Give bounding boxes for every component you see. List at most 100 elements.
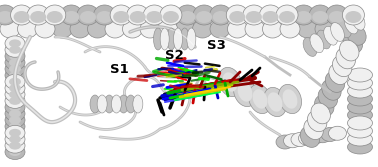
Ellipse shape <box>347 132 372 146</box>
Ellipse shape <box>303 38 317 56</box>
Ellipse shape <box>180 11 195 23</box>
Ellipse shape <box>5 55 25 70</box>
Ellipse shape <box>112 95 121 113</box>
Ellipse shape <box>5 106 25 121</box>
Ellipse shape <box>9 91 21 99</box>
Ellipse shape <box>196 11 212 23</box>
Ellipse shape <box>5 113 25 128</box>
Ellipse shape <box>5 49 25 64</box>
Ellipse shape <box>167 28 176 50</box>
Ellipse shape <box>223 72 237 92</box>
Ellipse shape <box>9 59 21 67</box>
Ellipse shape <box>313 129 332 143</box>
Ellipse shape <box>332 56 352 77</box>
Ellipse shape <box>104 95 114 113</box>
Ellipse shape <box>347 140 372 154</box>
Ellipse shape <box>9 52 21 60</box>
Ellipse shape <box>122 20 143 38</box>
Ellipse shape <box>17 20 37 38</box>
Ellipse shape <box>291 132 309 146</box>
Ellipse shape <box>175 20 195 38</box>
Ellipse shape <box>318 87 338 108</box>
Ellipse shape <box>9 135 21 143</box>
Text: S2: S2 <box>165 49 184 62</box>
Ellipse shape <box>9 78 21 86</box>
Ellipse shape <box>347 124 372 138</box>
Ellipse shape <box>321 127 339 141</box>
Ellipse shape <box>47 11 63 23</box>
Ellipse shape <box>276 135 294 149</box>
Ellipse shape <box>192 20 212 38</box>
Ellipse shape <box>5 81 25 96</box>
Ellipse shape <box>126 95 136 113</box>
Ellipse shape <box>210 5 232 25</box>
Ellipse shape <box>262 20 282 38</box>
Ellipse shape <box>329 64 348 85</box>
Ellipse shape <box>9 110 21 118</box>
Ellipse shape <box>5 42 25 57</box>
Ellipse shape <box>311 103 330 124</box>
Ellipse shape <box>263 87 287 117</box>
Ellipse shape <box>280 20 300 38</box>
Ellipse shape <box>93 5 116 25</box>
Ellipse shape <box>174 28 183 50</box>
Ellipse shape <box>279 11 295 23</box>
Ellipse shape <box>347 116 372 130</box>
Ellipse shape <box>229 11 245 23</box>
Ellipse shape <box>331 23 344 41</box>
Ellipse shape <box>14 11 29 23</box>
Ellipse shape <box>30 11 46 23</box>
Ellipse shape <box>218 67 242 97</box>
Ellipse shape <box>312 11 328 23</box>
Ellipse shape <box>300 127 320 147</box>
Ellipse shape <box>96 11 113 23</box>
Ellipse shape <box>338 19 351 38</box>
Ellipse shape <box>5 125 25 140</box>
Ellipse shape <box>248 84 271 114</box>
Ellipse shape <box>262 11 279 23</box>
Ellipse shape <box>315 20 335 38</box>
Ellipse shape <box>9 129 21 137</box>
Ellipse shape <box>193 5 215 25</box>
Ellipse shape <box>5 144 25 159</box>
Ellipse shape <box>5 61 25 76</box>
Ellipse shape <box>293 5 314 25</box>
Ellipse shape <box>259 5 282 25</box>
Ellipse shape <box>297 20 318 38</box>
Ellipse shape <box>140 20 160 38</box>
Ellipse shape <box>90 95 100 113</box>
Ellipse shape <box>113 11 129 23</box>
Ellipse shape <box>146 11 162 23</box>
Ellipse shape <box>9 148 21 156</box>
Ellipse shape <box>143 5 165 25</box>
Ellipse shape <box>299 131 316 145</box>
Ellipse shape <box>60 5 82 25</box>
Ellipse shape <box>9 84 21 92</box>
Ellipse shape <box>351 11 365 30</box>
Ellipse shape <box>163 11 179 23</box>
Ellipse shape <box>234 77 257 107</box>
Ellipse shape <box>153 28 163 50</box>
Ellipse shape <box>158 20 178 38</box>
Ellipse shape <box>80 11 96 23</box>
Ellipse shape <box>296 11 311 23</box>
Ellipse shape <box>87 20 107 38</box>
Ellipse shape <box>160 5 182 25</box>
Ellipse shape <box>344 15 358 34</box>
Ellipse shape <box>0 11 13 23</box>
Ellipse shape <box>268 92 282 112</box>
Ellipse shape <box>44 5 66 25</box>
Text: S3: S3 <box>207 39 226 52</box>
Ellipse shape <box>228 20 248 38</box>
Ellipse shape <box>5 74 25 89</box>
Ellipse shape <box>119 95 129 113</box>
Ellipse shape <box>306 130 324 144</box>
Ellipse shape <box>226 5 248 25</box>
Ellipse shape <box>27 5 49 25</box>
Ellipse shape <box>9 65 21 73</box>
Ellipse shape <box>9 71 21 79</box>
Ellipse shape <box>5 36 25 51</box>
Ellipse shape <box>309 5 331 25</box>
Ellipse shape <box>317 30 331 49</box>
Ellipse shape <box>9 103 21 111</box>
